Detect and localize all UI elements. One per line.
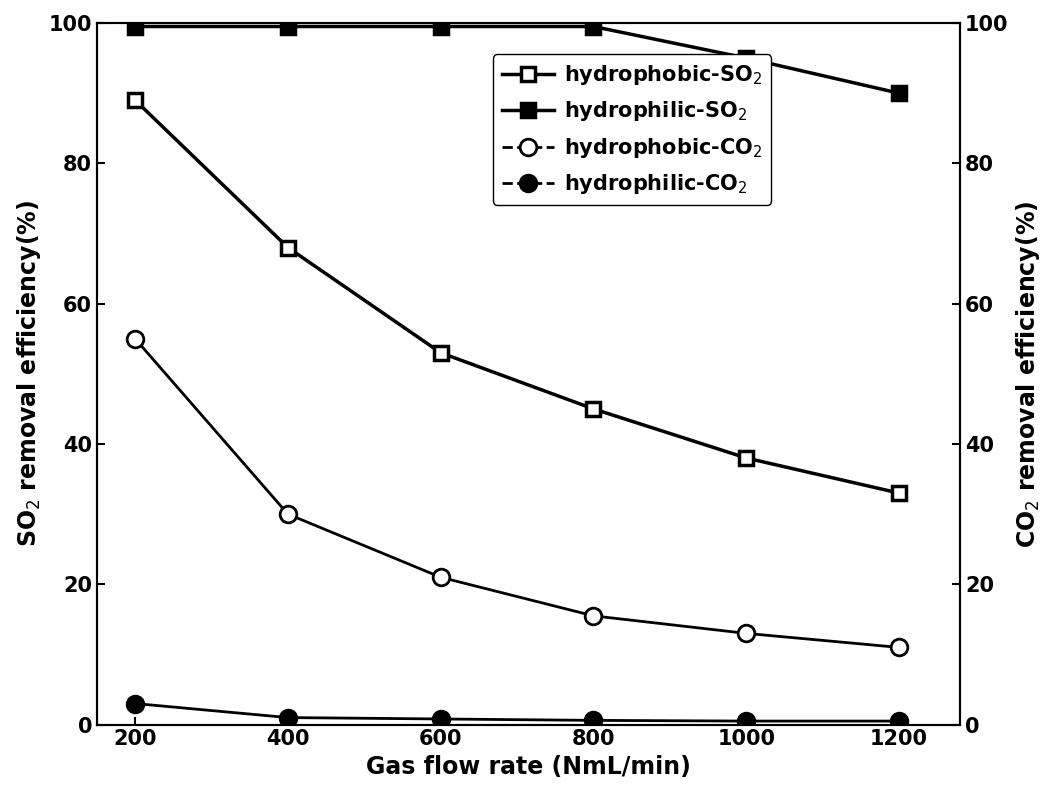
hydrophilic-CO$_2$ — [434, 715, 447, 724]
hydrophilic-SO$_2$ — [740, 53, 753, 63]
Line: hydrophobic-SO$_2$: hydrophobic-SO$_2$ — [128, 93, 906, 500]
Line: hydrophobic-CO$_2$: hydrophobic-CO$_2$ — [127, 330, 907, 656]
Y-axis label: SO$_2$ removal efficiency(%): SO$_2$ removal efficiency(%) — [15, 200, 43, 547]
hydrophobic-CO$_2$ — [740, 629, 753, 638]
hydrophobic-SO$_2$ — [587, 404, 599, 414]
Y-axis label: CO$_2$ removal efficiency(%): CO$_2$ removal efficiency(%) — [1014, 200, 1042, 548]
hydrophilic-CO$_2$ — [740, 716, 753, 726]
hydrophobic-CO$_2$ — [892, 642, 905, 652]
hydrophobic-CO$_2$ — [281, 509, 294, 518]
X-axis label: Gas flow rate (NmL/min): Gas flow rate (NmL/min) — [366, 755, 691, 779]
Line: hydrophilic-CO$_2$: hydrophilic-CO$_2$ — [127, 696, 907, 730]
hydrophobic-SO$_2$ — [281, 243, 294, 252]
Line: hydrophilic-SO$_2$: hydrophilic-SO$_2$ — [128, 20, 906, 100]
hydrophilic-SO$_2$ — [129, 21, 142, 31]
hydrophobic-SO$_2$ — [434, 348, 447, 357]
hydrophilic-CO$_2$ — [281, 713, 294, 723]
hydrophilic-SO$_2$ — [281, 21, 294, 31]
hydrophilic-CO$_2$ — [892, 716, 905, 726]
hydrophobic-SO$_2$ — [892, 488, 905, 498]
Legend: hydrophobic-SO$_2$, hydrophilic-SO$_2$, hydrophobic-CO$_2$, hydrophilic-CO$_2$: hydrophobic-SO$_2$, hydrophilic-SO$_2$, … — [494, 55, 771, 205]
hydrophobic-CO$_2$ — [434, 572, 447, 582]
hydrophobic-CO$_2$ — [129, 334, 142, 344]
hydrophobic-SO$_2$ — [740, 453, 753, 463]
hydrophilic-CO$_2$ — [587, 715, 599, 725]
hydrophobic-CO$_2$ — [587, 611, 599, 621]
hydrophilic-CO$_2$ — [129, 699, 142, 708]
hydrophilic-SO$_2$ — [587, 21, 599, 31]
hydrophilic-SO$_2$ — [892, 88, 905, 98]
hydrophobic-SO$_2$ — [129, 95, 142, 105]
hydrophilic-SO$_2$ — [434, 21, 447, 31]
